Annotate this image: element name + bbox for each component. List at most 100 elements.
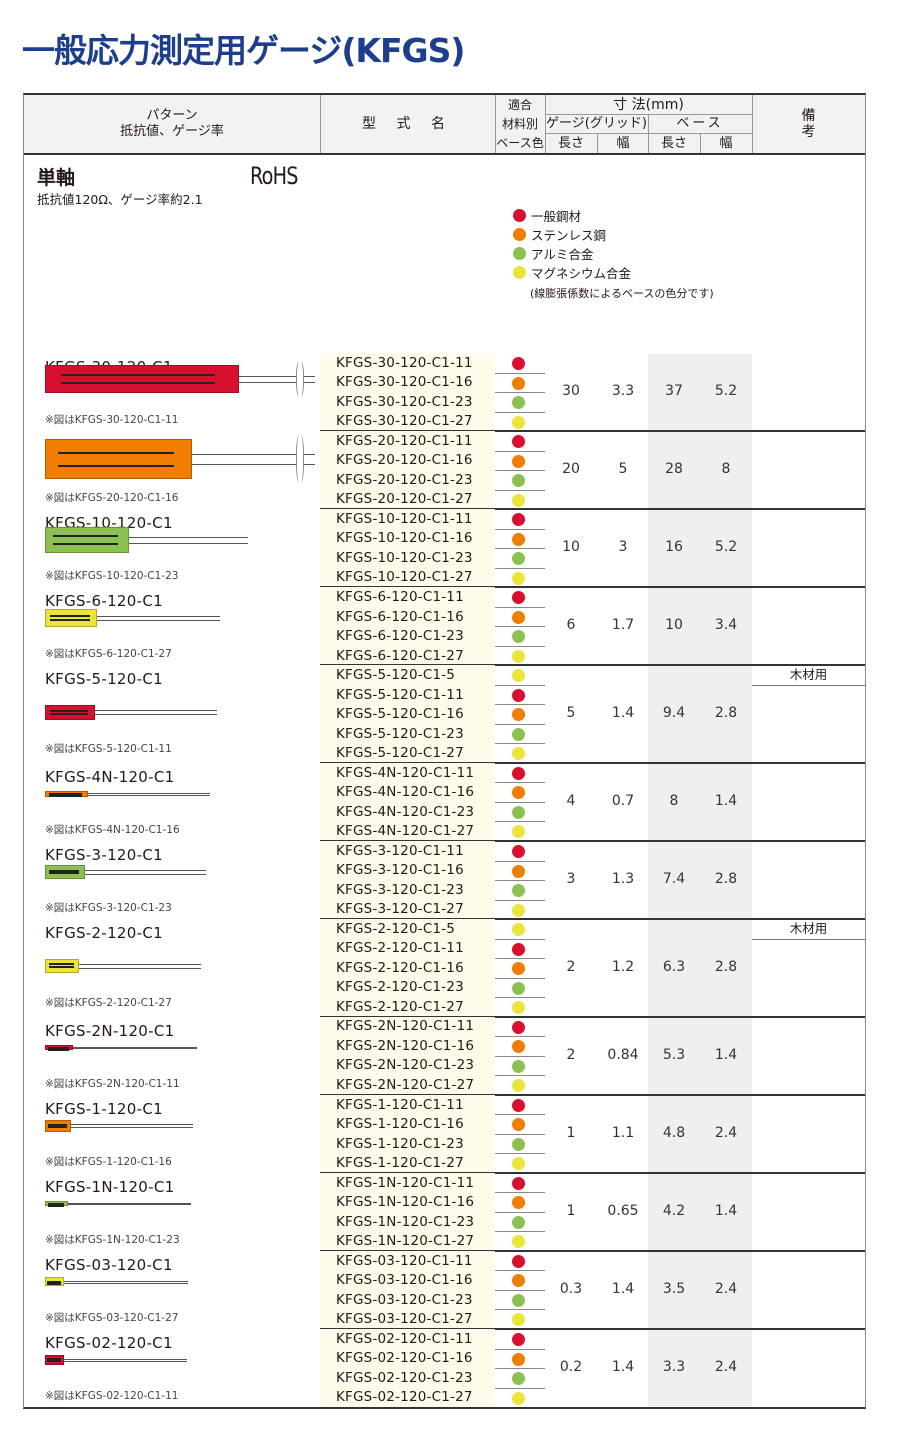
model-name: KFGS-4N-120-C1-16 (320, 782, 495, 802)
material-color-dot-icon (512, 376, 525, 390)
model-name: KFGS-2-120-C1-23 (320, 977, 495, 998)
gauge-length: 2 (566, 1046, 576, 1063)
model-name: KFGS-03-120-C1-27 (320, 1309, 495, 1329)
base-shade (648, 432, 752, 509)
base-width: 5.2 (714, 383, 738, 400)
material-color-dot-icon (512, 1098, 525, 1112)
model-name: KFGS-6-120-C1-16 (320, 606, 495, 627)
model-name: KFGS-2-120-C1-11 (320, 938, 495, 959)
gauge-series-name: KFGS-2-120-C1 (45, 924, 163, 943)
material-color-dot-icon (512, 1176, 525, 1190)
model-name: KFGS-1N-120-C1-16 (320, 1192, 495, 1212)
base-length: 4.8 (662, 1124, 686, 1141)
lead-wire (95, 710, 217, 712)
material-color-dot-icon (512, 786, 525, 800)
model-name: KFGS-2N-120-C1-27 (320, 1075, 495, 1095)
figure-caption: ※図はKFGS-2N-120-C1-11 (45, 1077, 180, 1090)
material-color-dot-icon (512, 1118, 525, 1132)
model-name: KFGS-10-120-C1-27 (320, 567, 495, 588)
group-divider (320, 586, 865, 589)
model-name: KFGS-2N-120-C1-11 (320, 1016, 495, 1037)
header-pattern-label: パターン (146, 108, 198, 123)
model-name: KFGS-02-120-C1-16 (320, 1348, 495, 1369)
material-color-dot-icon (512, 357, 525, 370)
material-color-dot-icon (512, 610, 525, 624)
gauge-series-name: KFGS-03-120-C1 (45, 1255, 173, 1274)
model-name: KFGS-3-120-C1-11 (320, 841, 495, 861)
figure-caption: ※図はKFGS-10-120-C1-23 (45, 570, 179, 583)
model-name: KFGS-30-120-C1-27 (320, 411, 495, 432)
base-shade (648, 763, 752, 840)
strain-gauge-image (45, 1045, 73, 1052)
base-shade (648, 354, 752, 431)
material-color-dot-icon (512, 493, 525, 507)
strain-gauge-image (45, 1201, 68, 1208)
model-name: KFGS-30-120-C1-11 (320, 353, 495, 373)
model-name: KFGS-4N-120-C1-11 (320, 762, 495, 783)
legend-dot-icon (513, 266, 526, 279)
gauge-series-name: KFGS-1N-120-C1 (45, 1177, 175, 1196)
material-color-dot-icon (512, 571, 525, 585)
base-shade (648, 666, 752, 762)
section-title: 単軸 (37, 167, 76, 189)
material-color-dot-icon (512, 474, 525, 488)
legend-note: (線膨張係数によるベースの色分です) (530, 287, 714, 300)
material-color-dot-icon (512, 415, 525, 429)
gauge-length: 10 (562, 539, 580, 556)
header-material-line: 材料別 (501, 116, 538, 131)
material-color-dot-icon (512, 630, 525, 644)
legend-label: ステンレス鋼 (531, 228, 607, 243)
material-color-dot-icon (512, 727, 525, 741)
remark-divider (752, 684, 865, 686)
header-base-width: 幅 (719, 135, 733, 151)
strain-gauge-image (45, 958, 79, 973)
material-color-dot-icon (512, 805, 525, 819)
base-shade (648, 1251, 752, 1328)
model-name: KFGS-20-120-C1-23 (320, 470, 495, 490)
material-color-dot-icon (512, 591, 525, 605)
lead-wire (71, 1124, 193, 1126)
base-length: 8 (669, 792, 679, 809)
gauge-length: 5 (566, 705, 576, 722)
base-length: 9.4 (662, 705, 686, 722)
model-name: KFGS-30-120-C1-16 (320, 372, 495, 393)
model-name: KFGS-1N-120-C1-23 (320, 1211, 495, 1232)
lead-wire (97, 616, 220, 618)
lead-wire (73, 1047, 197, 1049)
strain-gauge-image (45, 1277, 64, 1287)
base-width: 2.4 (714, 1359, 738, 1376)
section-spec: 抵抗値120Ω、ゲージ率約2.1 (37, 192, 203, 207)
base-width: 1.4 (714, 1046, 738, 1063)
strain-gauge-image (45, 1119, 71, 1132)
group-divider (320, 1328, 865, 1330)
divider (752, 95, 753, 153)
group-divider (320, 1093, 865, 1096)
model-name: KFGS-10-120-C1-11 (320, 509, 495, 529)
gauge-width: 1.7 (611, 617, 635, 634)
material-color-dot-icon (512, 1079, 525, 1093)
lead-wire (88, 793, 210, 795)
remark: 木材用 (789, 667, 828, 683)
divider (597, 134, 598, 153)
figure-caption: ※図はKFGS-4N-120-C1-16 (45, 824, 180, 836)
material-color-dot-icon (512, 864, 525, 878)
base-length: 6.3 (662, 958, 686, 975)
table-header (24, 95, 865, 153)
base-width: 2.8 (714, 958, 738, 975)
material-color-dot-icon (512, 552, 525, 566)
material-color-dot-icon (512, 1293, 525, 1307)
gauge-width: 0.7 (611, 792, 635, 809)
model-name: KFGS-1-120-C1-23 (320, 1133, 495, 1154)
base-width: 1.4 (714, 792, 738, 809)
material-color-dot-icon (512, 1040, 525, 1054)
model-name: KFGS-02-120-C1-27 (320, 1387, 495, 1408)
model-name: KFGS-1-120-C1-27 (320, 1153, 495, 1173)
model-name: KFGS-20-120-C1-27 (320, 489, 495, 510)
gauge-length: 1 (566, 1124, 576, 1141)
lead-wire (68, 1204, 191, 1206)
legend-label: アルミ合金 (531, 247, 594, 262)
gauge-width: 0.84 (607, 1046, 639, 1063)
material-color-dot-icon (512, 962, 525, 976)
divider (700, 134, 701, 153)
